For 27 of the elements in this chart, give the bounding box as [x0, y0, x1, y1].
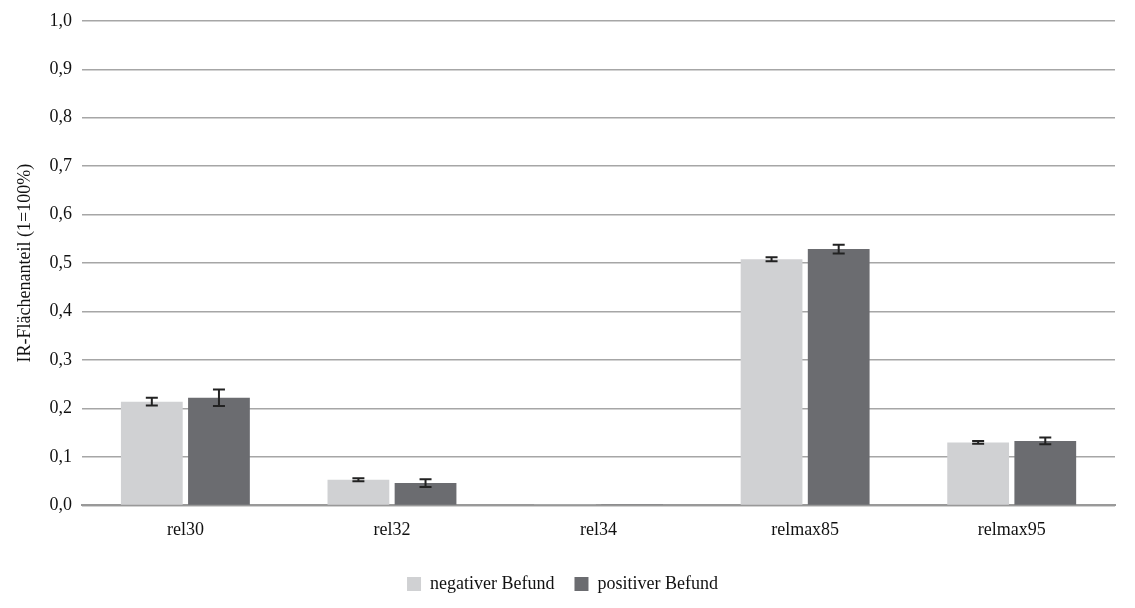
y-tick-label: 1,0: [49, 9, 73, 30]
bar: [807, 249, 870, 505]
bar: [947, 442, 1010, 505]
x-tick-label: relmax95: [977, 518, 1046, 539]
y-tick-label: 0,0: [49, 494, 73, 515]
y-tick-label: 0,2: [49, 397, 73, 418]
x-tick-label: rel34: [580, 518, 618, 539]
y-tick-label: 0,6: [49, 203, 73, 224]
legend-label: positiver Befund: [597, 572, 718, 593]
x-tick-label: relmax85: [771, 518, 840, 539]
y-tick-label: 0,1: [49, 445, 73, 466]
y-tick-label: 0,5: [49, 251, 73, 272]
x-tick-label: rel32: [373, 518, 411, 539]
y-tick-label: 0,4: [49, 300, 73, 321]
x-tick-label: rel30: [166, 518, 204, 539]
bar: [188, 397, 250, 505]
y-tick-label: 0,3: [49, 348, 73, 369]
bar: [1014, 440, 1077, 505]
y-tick-label: 0,9: [49, 57, 73, 78]
y-tick-label: 0,8: [49, 106, 73, 127]
bar: [740, 259, 803, 505]
bar: [327, 479, 390, 505]
y-tick-label: 0,7: [49, 154, 73, 175]
y-axis-title: IR-Flächenanteil (1=100%): [13, 163, 35, 363]
bar: [394, 483, 457, 505]
legend-label: negativer Befund: [430, 572, 555, 593]
bar: [120, 401, 183, 505]
